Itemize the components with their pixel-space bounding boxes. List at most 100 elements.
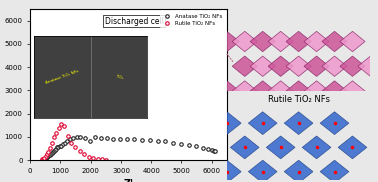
X-axis label: Z': Z'	[124, 179, 133, 182]
Polygon shape	[304, 81, 329, 101]
Anatase TiO₂ NFs	[155, 140, 160, 142]
Polygon shape	[268, 81, 293, 101]
Polygon shape	[250, 31, 275, 52]
Text: TiO₂: TiO₂	[115, 74, 124, 80]
Polygon shape	[214, 31, 239, 52]
Anatase TiO₂ NFs	[206, 148, 211, 150]
Polygon shape	[304, 56, 329, 76]
Polygon shape	[268, 31, 293, 52]
Polygon shape	[212, 112, 241, 134]
Anatase TiO₂ NFs	[105, 137, 109, 139]
Polygon shape	[248, 112, 277, 134]
Rutile TiO₂ NFs	[62, 125, 67, 127]
Anatase TiO₂ NFs	[42, 158, 46, 160]
Anatase TiO₂ NFs	[54, 146, 59, 149]
Anatase TiO₂ NFs	[42, 158, 47, 160]
Polygon shape	[232, 31, 257, 52]
Anatase TiO₂ NFs	[59, 145, 64, 147]
Anatase TiO₂ NFs	[93, 136, 98, 138]
Rutile TiO₂ NFs	[42, 157, 47, 159]
Rutile TiO₂ NFs	[100, 158, 104, 160]
Anatase TiO₂ NFs	[48, 153, 53, 156]
Rutile TiO₂ NFs	[103, 159, 108, 161]
Anatase TiO₂ NFs	[46, 155, 51, 157]
Polygon shape	[286, 81, 311, 101]
Rutile TiO₂ NFs	[56, 127, 61, 129]
Anatase TiO₂ NFs	[111, 138, 116, 140]
Anatase TiO₂ NFs	[71, 137, 76, 139]
Anatase TiO₂ NFs	[118, 138, 122, 140]
Anatase TiO₂ NFs	[88, 140, 92, 142]
Anatase TiO₂ NFs	[63, 142, 67, 144]
Anatase TiO₂ NFs	[179, 143, 183, 145]
Polygon shape	[232, 81, 257, 101]
Anatase TiO₂ NFs	[53, 148, 58, 150]
Anatase TiO₂ NFs	[171, 142, 175, 144]
Anatase TiO₂ NFs	[49, 153, 53, 155]
Rutile TiO₂ NFs	[86, 156, 91, 158]
Rutile TiO₂ NFs	[39, 158, 44, 161]
Polygon shape	[358, 56, 378, 76]
Polygon shape	[230, 136, 259, 159]
Polygon shape	[284, 160, 313, 182]
Rutile TiO₂ NFs	[69, 142, 74, 145]
Rutile TiO₂ NFs	[43, 155, 48, 157]
Rutile TiO₂ NFs	[50, 142, 54, 144]
Anatase TiO₂ NFs	[53, 149, 57, 151]
Anatase TiO₂ NFs	[57, 145, 62, 147]
Anatase TiO₂ NFs	[74, 136, 79, 138]
Rutile TiO₂ NFs	[40, 158, 45, 161]
Rutile TiO₂ NFs	[59, 123, 64, 125]
Rutile TiO₂ NFs	[54, 132, 59, 134]
Polygon shape	[340, 56, 365, 76]
Polygon shape	[248, 160, 277, 182]
Rutile TiO₂ NFs	[46, 151, 51, 154]
Rutile TiO₂ NFs	[41, 158, 46, 160]
Anatase TiO₂ NFs	[163, 140, 168, 143]
Polygon shape	[322, 81, 347, 101]
Line: Anatase TiO₂ NFs: Anatase TiO₂ NFs	[42, 135, 217, 161]
Polygon shape	[320, 112, 349, 134]
Polygon shape	[266, 136, 295, 159]
Rutile TiO₂ NFs	[91, 157, 95, 159]
Anatase TiO₂ NFs	[65, 140, 70, 142]
Polygon shape	[322, 56, 347, 76]
Anatase TiO₂ NFs	[51, 150, 56, 152]
Rutile TiO₂ NFs	[95, 158, 100, 160]
Anatase TiO₂ NFs	[200, 147, 205, 149]
Rutile TiO₂ NFs	[48, 147, 53, 149]
Anatase TiO₂ NFs	[212, 150, 216, 152]
Rutile TiO₂ NFs	[82, 153, 86, 155]
Anatase TiO₂ NFs	[51, 151, 55, 153]
Rutile TiO₂ NFs	[73, 146, 77, 149]
Polygon shape	[214, 81, 239, 101]
Anatase TiO₂ NFs	[210, 149, 214, 151]
Polygon shape	[232, 56, 257, 76]
Anatase TiO₂ NFs	[47, 154, 51, 156]
Anatase TiO₂ NFs	[50, 152, 54, 154]
Anatase TiO₂ NFs	[139, 139, 144, 141]
Rutile TiO₂ NFs	[52, 136, 56, 138]
Polygon shape	[286, 31, 311, 52]
Anatase TiO₂ NFs	[186, 144, 191, 146]
Text: Anatase TiO₂ NFs: Anatase TiO₂ NFs	[45, 70, 79, 85]
Anatase TiO₂ NFs	[45, 156, 50, 158]
Anatase TiO₂ NFs	[43, 157, 48, 159]
Rutile TiO₂ NFs	[65, 135, 70, 137]
Anatase TiO₂ NFs	[82, 137, 87, 139]
Polygon shape	[250, 56, 275, 76]
Legend: Anatase TiO₂ NFs, Rutile TiO₂ NFs: Anatase TiO₂ NFs, Rutile TiO₂ NFs	[160, 12, 224, 28]
Anatase TiO₂ NFs	[78, 136, 82, 138]
Anatase TiO₂ NFs	[132, 138, 136, 140]
Anatase TiO₂ NFs	[60, 143, 65, 146]
Polygon shape	[284, 112, 313, 134]
Rutile TiO₂ NFs	[45, 153, 49, 156]
Polygon shape	[286, 56, 311, 76]
Polygon shape	[320, 160, 349, 182]
Polygon shape	[304, 31, 329, 52]
Anatase TiO₂ NFs	[212, 150, 217, 152]
Anatase TiO₂ NFs	[125, 137, 129, 140]
Polygon shape	[340, 81, 365, 101]
Polygon shape	[340, 31, 365, 52]
Polygon shape	[250, 81, 275, 101]
